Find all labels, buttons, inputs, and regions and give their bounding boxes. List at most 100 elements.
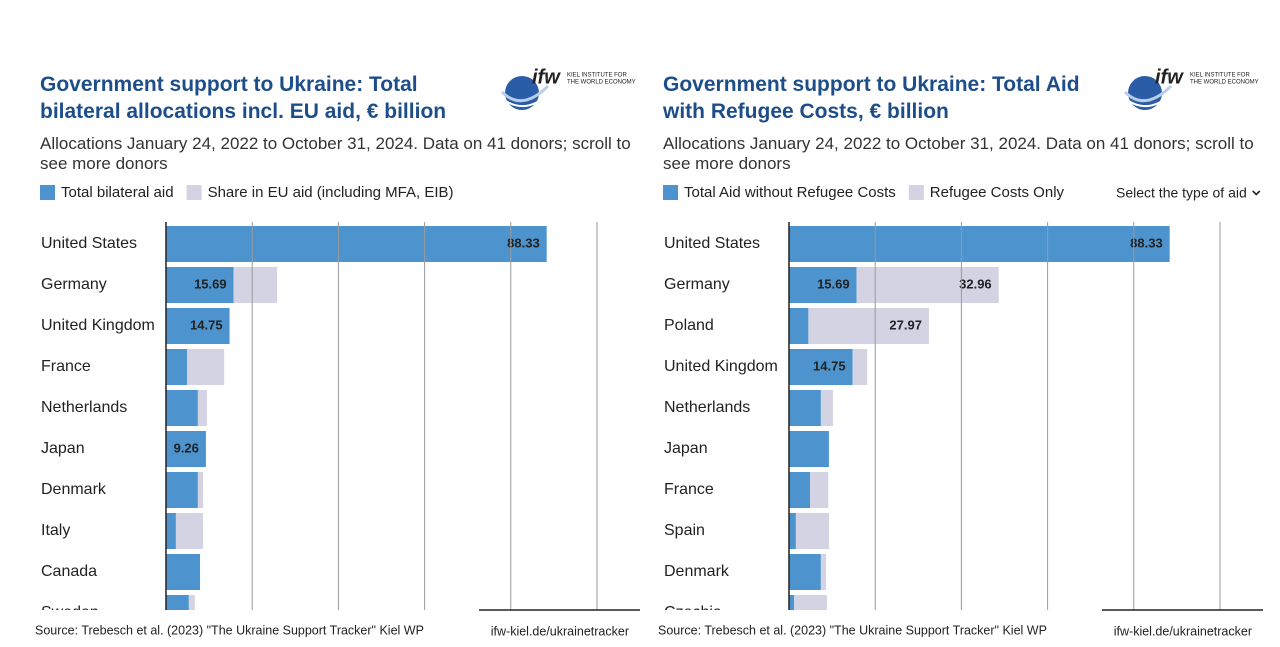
category-label: Czechia [664, 604, 722, 621]
logo-globe [1128, 76, 1162, 110]
bar [166, 267, 234, 303]
plot: United States 88.33 Germany 15.69 United Kin… [41, 226, 547, 621]
value-label: 27.97 [889, 317, 922, 332]
logo-arc [500, 84, 550, 103]
source-link[interactable]: ifw-kiel.de/ukrainetracker [1114, 624, 1252, 638]
chart-title: Government support to Ukraine: Total Aid… [663, 73, 1080, 123]
bar [852, 349, 868, 385]
logo-arc [1126, 95, 1170, 107]
logo-arc [503, 95, 547, 107]
logo-tagline: KIEL INSTITUTE FOR [1190, 73, 1250, 79]
logo-tagline: THE WORLD ECONOMY [1190, 80, 1259, 86]
bar [166, 595, 189, 610]
category-label: Japan [41, 440, 85, 457]
dropdown-label[interactable]: Select the type of aid [1116, 185, 1247, 201]
value-label: 14.75 [190, 317, 223, 332]
chart-panel: ifw KIEL INSTITUTE FOR THE WORLD ECONOMY To… [623, 0, 1263, 647]
bar [789, 267, 857, 303]
category-label: Germany [41, 276, 107, 293]
category-label: Germany [664, 276, 730, 293]
bar [820, 554, 827, 590]
category-label: Canada [41, 563, 97, 580]
category-label: Netherlands [664, 399, 750, 416]
logo-arc [1123, 84, 1173, 103]
legend-swatch [663, 185, 678, 200]
legend-label: Refugee Costs Only [930, 184, 1065, 201]
bar [789, 513, 796, 549]
value-label: 88.33 [1130, 235, 1163, 250]
value-label: 88.33 [507, 235, 540, 250]
value-label: 9.26 [174, 440, 199, 455]
category-label: France [41, 358, 91, 375]
bar [856, 267, 999, 303]
plot: United States 88.33 Germany 15.69 32.96 Polan… [664, 226, 1170, 621]
legend-swatch [908, 185, 924, 200]
bar [166, 431, 206, 467]
bar [197, 472, 204, 508]
chart-panel: ifw KIEL INSTITUTE FOR THE WORLD ECONOMY To… [35, 66, 640, 638]
dropdown-chevron [1252, 190, 1261, 196]
bar [789, 472, 811, 508]
source-note: Source: Trebesch et al. (2023) "The Ukra… [658, 623, 1047, 637]
category-label: Italy [41, 522, 70, 539]
bar [166, 513, 176, 549]
legend-label: Total Aid without Refugee Costs [684, 184, 896, 201]
bar [166, 226, 547, 262]
logo-globe [505, 76, 539, 110]
value-label: 15.69 [194, 276, 227, 291]
category-label: Denmark [664, 563, 730, 580]
category-label: United Kingdom [41, 317, 155, 334]
bar [789, 226, 1170, 262]
category-label: United Kingdom [664, 358, 778, 375]
bar [789, 349, 853, 385]
logo-name: ifw [532, 66, 561, 88]
bar [197, 390, 207, 426]
category-label: Japan [664, 440, 708, 457]
bar [808, 308, 929, 344]
category-label: United States [41, 235, 137, 252]
bar [789, 431, 829, 467]
category-label: Netherlands [41, 399, 127, 416]
value-label: 32.96 [959, 276, 992, 291]
bar [188, 595, 195, 610]
legend-swatch [186, 185, 202, 200]
chart-subtitle: Allocations January 24, 2022 to October … [663, 134, 1254, 173]
logo-tagline: THE WORLD ECONOMY [567, 80, 636, 86]
chart-title: Government support to Ukraine: Total bil… [40, 73, 447, 123]
bar [789, 390, 821, 426]
bar [166, 390, 198, 426]
category-label: Sweden [41, 604, 99, 621]
category-label: Poland [664, 317, 714, 334]
category-label: Spain [664, 522, 705, 539]
logo-tagline: KIEL INSTITUTE FOR [567, 73, 627, 79]
legend-swatch [40, 185, 55, 200]
bar [795, 513, 830, 549]
bar [789, 595, 795, 610]
bar [789, 554, 821, 590]
bar [166, 472, 198, 508]
value-label: 15.69 [817, 276, 850, 291]
bar [233, 267, 278, 303]
bar [175, 513, 204, 549]
bar [794, 595, 827, 610]
legend-label: Share in EU aid (including MFA, EIB) [208, 184, 454, 201]
chart-subtitle: Allocations January 24, 2022 to October … [40, 134, 631, 173]
category-label: United States [664, 235, 760, 252]
bar [789, 308, 809, 344]
logo-name: ifw [1155, 66, 1184, 88]
legend-label: Total bilateral aid [61, 184, 174, 201]
bar [166, 554, 201, 590]
source-note: Source: Trebesch et al. (2023) "The Ukra… [35, 623, 424, 637]
source-link[interactable]: ifw-kiel.de/ukrainetracker [491, 624, 629, 638]
bar [187, 349, 225, 385]
bar [166, 349, 188, 385]
category-label: France [664, 481, 714, 498]
bar [166, 308, 230, 344]
bar [820, 390, 833, 426]
category-label: Denmark [41, 481, 107, 498]
value-label: 14.75 [813, 358, 846, 373]
bar [810, 472, 829, 508]
